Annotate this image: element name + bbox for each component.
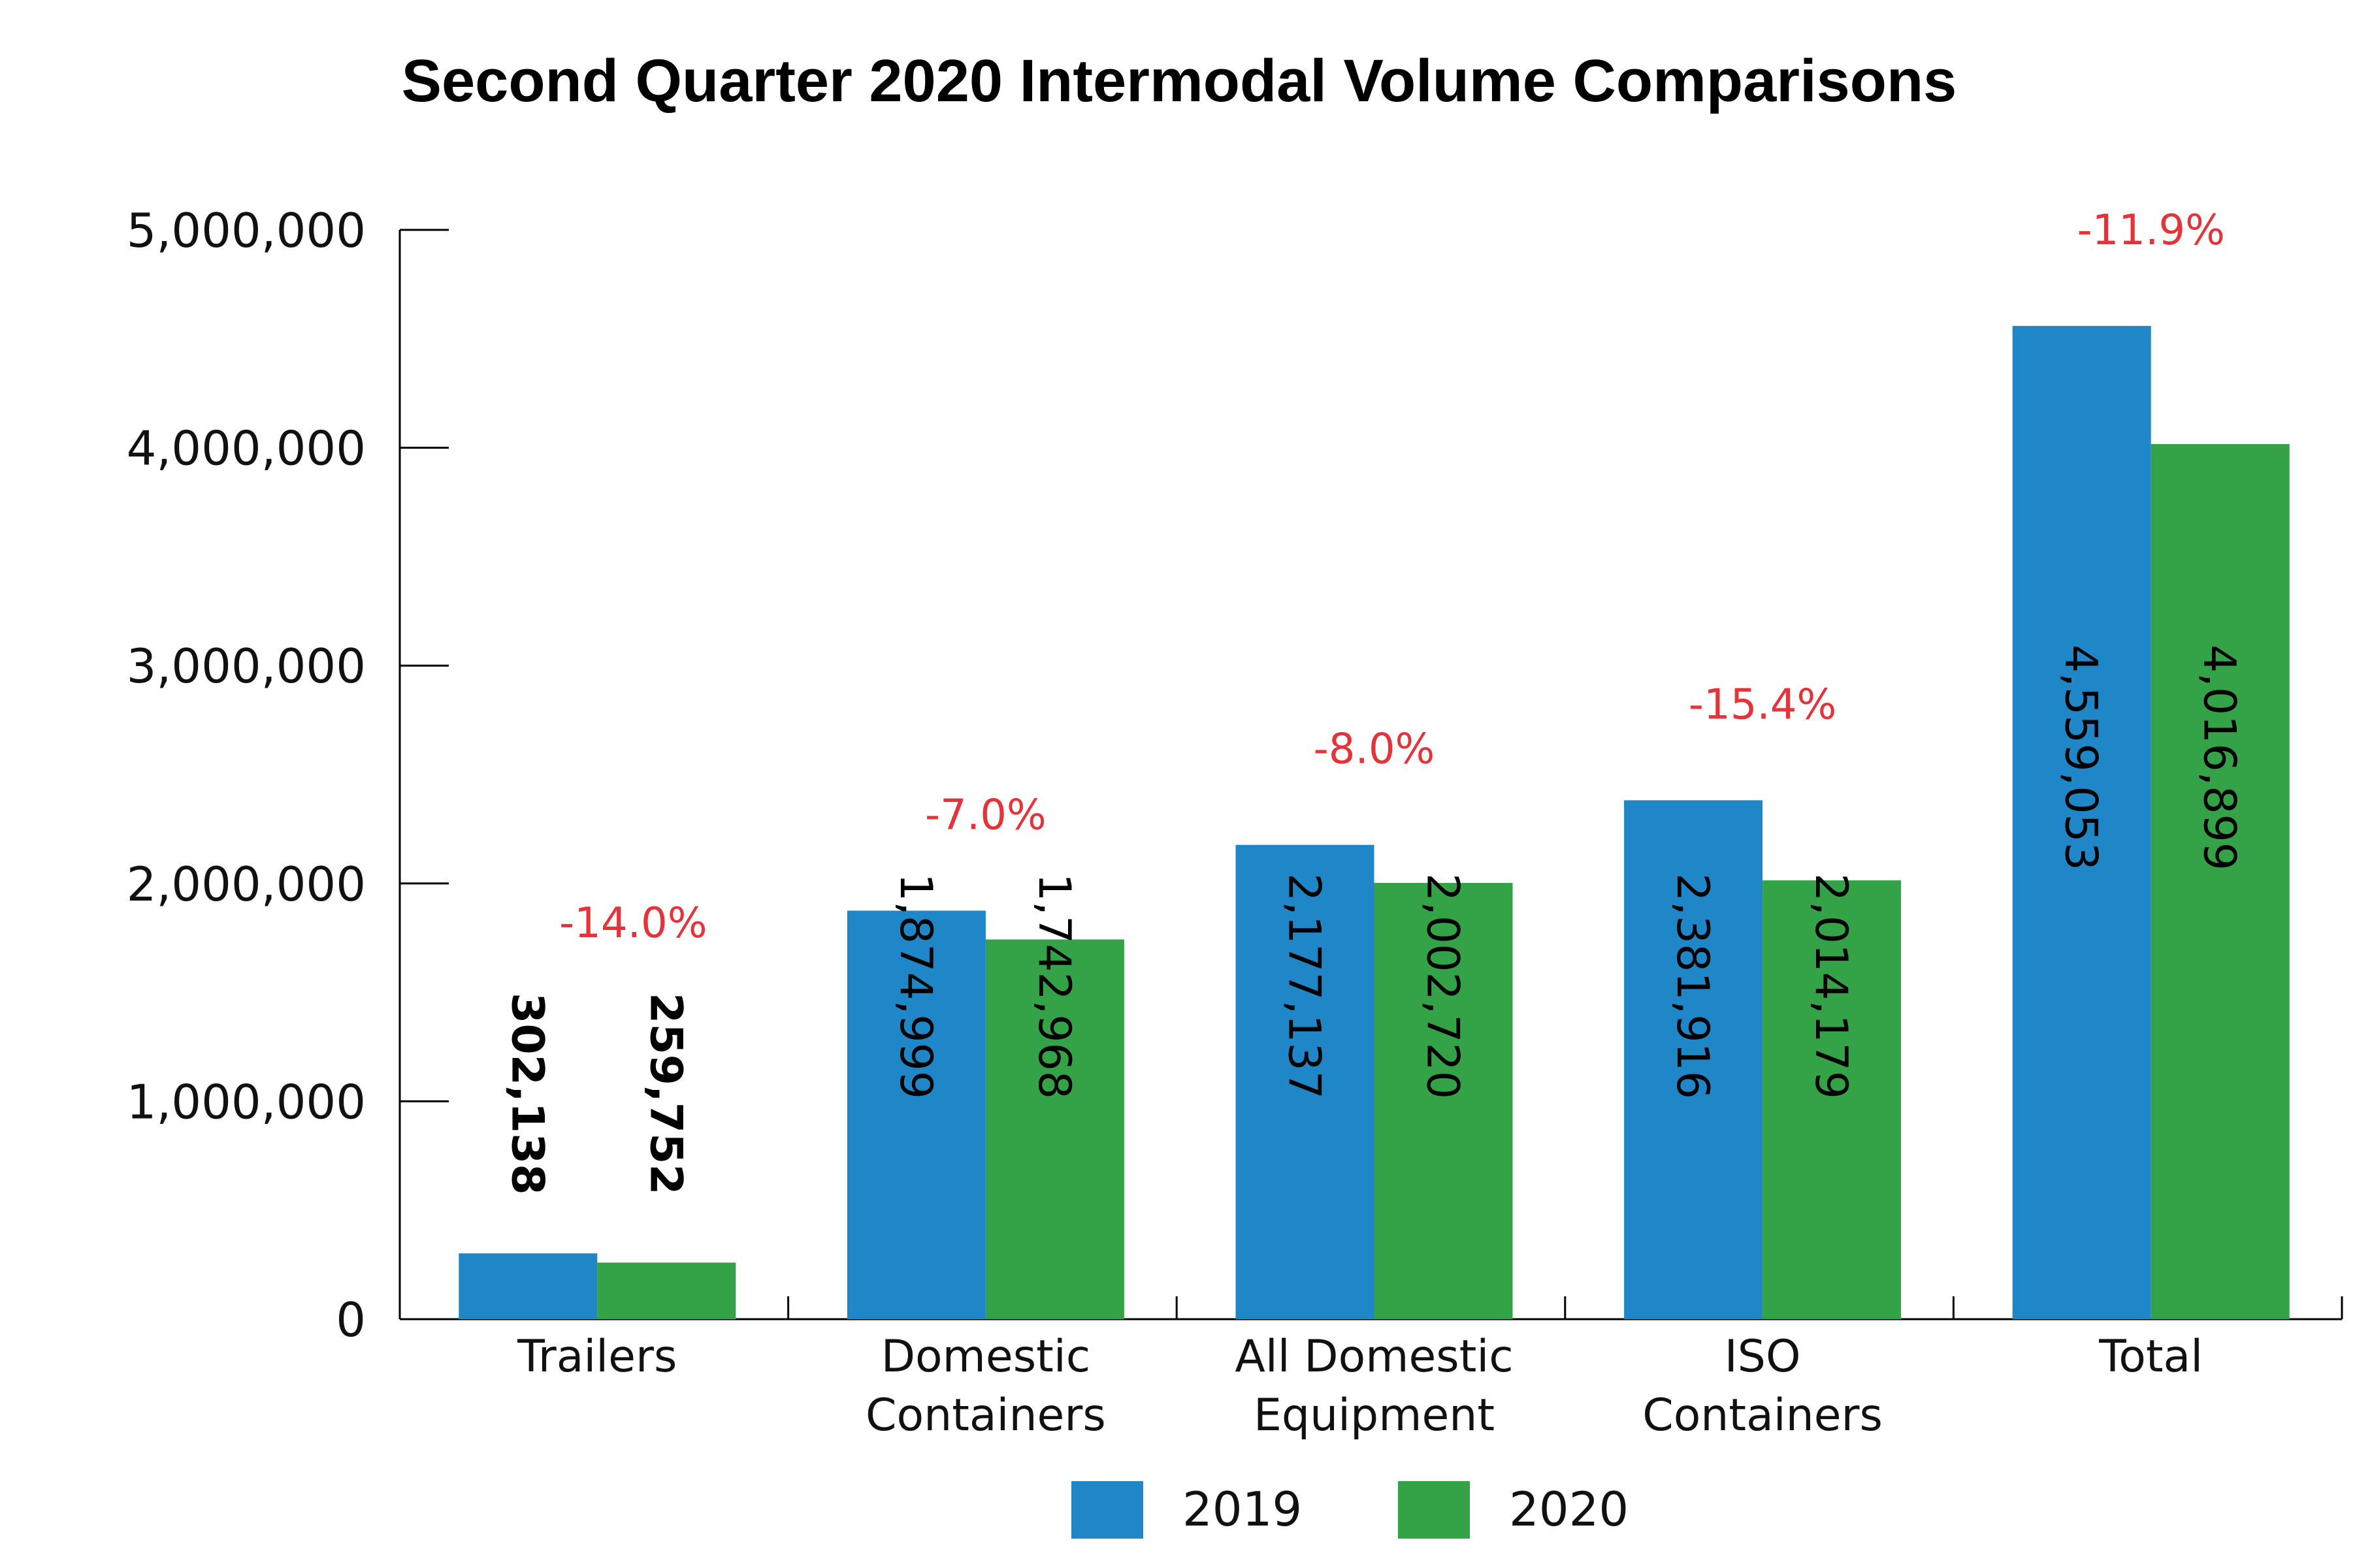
y-tick-label: 1,000,000 <box>127 1074 366 1129</box>
legend-swatch-2020 <box>1398 1481 1470 1539</box>
legend-label: 2019 <box>1182 1482 1302 1537</box>
x-tick-label-line: Total <box>2098 1331 2203 1383</box>
x-tick-label-line: Trailers <box>517 1331 677 1383</box>
value-label: 4,016,899 <box>2194 645 2245 871</box>
y-tick-label: 2,000,000 <box>127 857 366 912</box>
value-label: 2,177,137 <box>1278 873 1330 1099</box>
value-label: 4,559,053 <box>2055 645 2107 871</box>
value-label: 259,752 <box>640 993 691 1195</box>
x-tick-label: All Domestic Equipment <box>1235 1331 1513 1441</box>
bars <box>459 326 2290 1320</box>
bar-2019 <box>2012 326 2151 1320</box>
x-tick-label: Total <box>2098 1331 2203 1383</box>
pct-change-label: -14.0% <box>559 899 707 948</box>
x-tick-label-line: Equipment <box>1254 1390 1495 1441</box>
bar-2019 <box>847 910 986 1319</box>
value-label: 2,014,179 <box>1805 873 1857 1099</box>
bar-2019 <box>1624 800 1763 1319</box>
bar-2020 <box>985 939 1124 1319</box>
x-tick-label: Domestic Containers <box>866 1331 1106 1441</box>
x-tick-label: Trailers <box>517 1331 677 1383</box>
legend: 2019 2020 <box>1071 1481 1629 1539</box>
x-tick-label-line: ISO <box>1725 1331 1801 1383</box>
labels: 302,138 259,752 -14.0% 1,874,999 1,742,968 -7… <box>501 206 2245 1195</box>
pct-change-label: -11.9% <box>2077 206 2224 255</box>
value-label: 1,874,999 <box>890 873 941 1099</box>
pct-change-label: -7.0% <box>925 792 1047 840</box>
legend-label: 2020 <box>1509 1482 1629 1537</box>
x-tick-label-line: Containers <box>866 1390 1106 1441</box>
value-label: 302,138 <box>501 993 553 1195</box>
bar-2020 <box>2151 443 2290 1320</box>
axes: 0 1,000,000 2,000,000 3,000,000 4,000,000 5,0… <box>127 203 2343 1441</box>
value-label: 1,742,968 <box>1028 873 1080 1099</box>
pct-change-label: -15.4% <box>1689 680 1836 729</box>
y-tick-label: 3,000,000 <box>127 639 366 694</box>
y-tick-label: 5,000,000 <box>127 203 366 258</box>
value-label: 2,381,916 <box>1666 873 1718 1099</box>
chart-title: Second Quarter 2020 Intermodal Volume Co… <box>402 48 1957 114</box>
bar-2020 <box>1374 882 1513 1319</box>
bar-2019 <box>1235 844 1374 1319</box>
x-tick-label-line: All Domestic <box>1235 1331 1513 1383</box>
y-tick-label: 4,000,000 <box>127 421 366 476</box>
value-label: 2,002,720 <box>1417 873 1469 1099</box>
bar-2019 <box>459 1253 598 1319</box>
bar-2020 <box>1762 880 1902 1319</box>
x-tick-label-line: Domestic <box>881 1331 1090 1383</box>
x-tick-label-line: Containers <box>1642 1390 1883 1441</box>
bar-2020 <box>597 1262 736 1319</box>
pct-change-label: -8.0% <box>1314 726 1435 774</box>
legend-swatch-2019 <box>1071 1481 1143 1539</box>
y-tick-label: 0 <box>336 1292 366 1347</box>
x-tick-label: ISO Containers <box>1642 1331 1883 1441</box>
